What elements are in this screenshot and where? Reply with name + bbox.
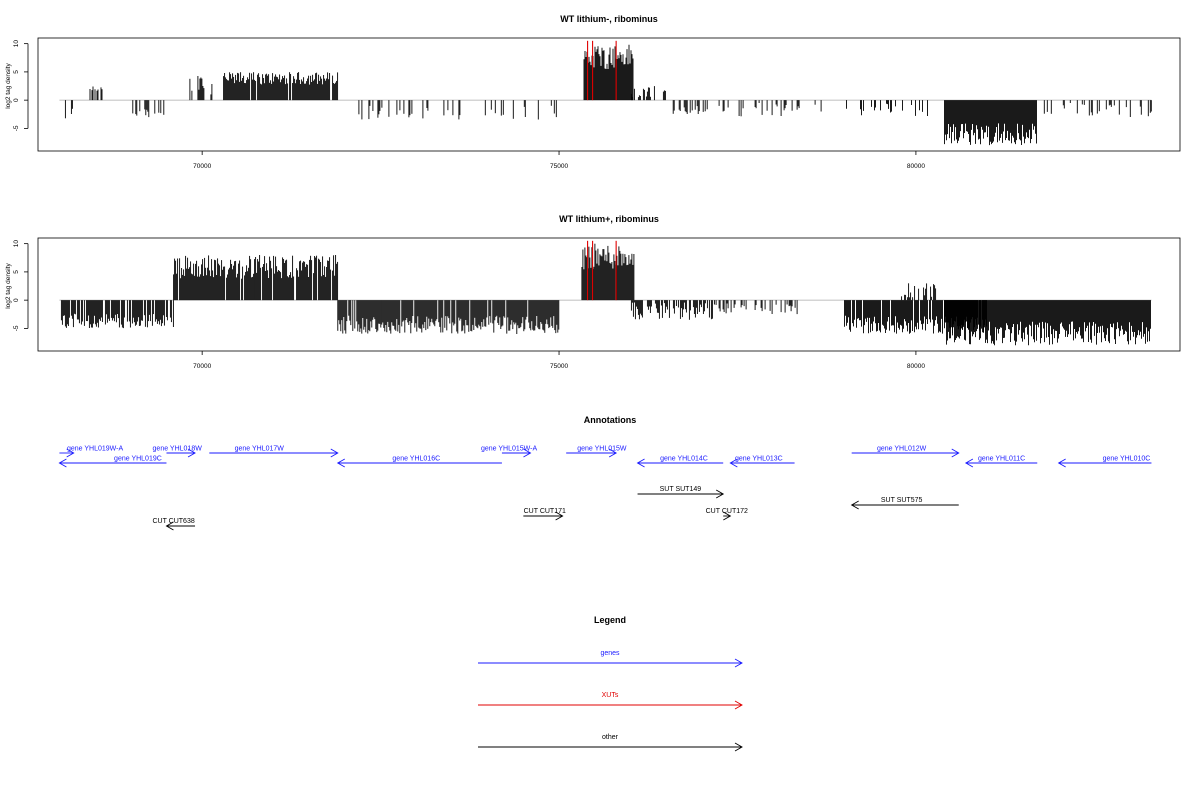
gene-arrow <box>59 448 75 458</box>
feature-arrow <box>723 511 732 521</box>
panel-2: WT lithium+, ribominus 10 5 0 -5 log2 tag den… <box>5 214 1181 370</box>
feature-arrow <box>850 500 959 510</box>
legend-label: genes <box>600 650 620 657</box>
feature-arrow <box>523 511 564 521</box>
arrow-head <box>729 458 738 468</box>
arrow-head <box>715 489 725 499</box>
gene-label: gene YHL015W <box>577 446 627 453</box>
legend-label: other <box>602 734 619 741</box>
x-tick-label: 75000 <box>550 363 568 370</box>
gene-arrow <box>566 448 618 458</box>
y-tick-label: 5 <box>13 70 20 74</box>
y-tick-label: -5 <box>13 125 20 131</box>
gene-arrow <box>636 458 724 468</box>
y-tick-label: 0 <box>13 298 20 302</box>
arrow-head <box>734 742 743 752</box>
panel-1: WT lithium-, ribominus 10 5 0 -5 log2 tag den… <box>5 14 1181 170</box>
plot-frame <box>37 237 1181 352</box>
x-tick-label: 70000 <box>193 363 211 370</box>
gene-arrow <box>501 448 532 458</box>
feature-label: CUT CUT172 <box>706 508 748 515</box>
feature-arrow <box>637 489 725 499</box>
gene-label: gene YHL014C <box>660 456 708 463</box>
legend-arrow <box>478 700 743 710</box>
y-axis-label: log2 tag density <box>5 263 12 309</box>
feature-arrow <box>165 521 196 531</box>
legend-arrow <box>478 658 743 668</box>
gene-arrow <box>851 448 960 458</box>
gene-label: gene YHL019W-A <box>67 446 123 453</box>
arrow-head <box>850 500 859 510</box>
gene-label: gene YHL015W-A <box>481 446 537 453</box>
gene-arrow <box>58 458 167 468</box>
gene-label: gene YHL016C <box>392 456 440 463</box>
gene-label: gene YHL012W <box>877 446 927 453</box>
gene-arrow <box>964 458 1038 468</box>
gene-arrow <box>729 458 795 468</box>
arrow-head <box>734 658 743 668</box>
arrow-head <box>66 448 75 458</box>
arrow-head <box>58 458 67 468</box>
gene-label: gene YHL011C <box>978 456 1025 463</box>
y-tick-label: -5 <box>13 325 20 331</box>
x-tick-label: 80000 <box>907 163 925 170</box>
gene-arrow <box>336 458 502 468</box>
gene-label: gene YHL010C <box>1103 456 1151 463</box>
y-tick-label: 0 <box>13 98 20 102</box>
arrow-head <box>555 511 564 521</box>
legend-title: Legend <box>594 615 626 625</box>
legend-label: XUTs <box>602 692 619 699</box>
arrow-head <box>165 521 174 531</box>
arrow-head <box>187 448 196 458</box>
gene-arrow <box>209 448 339 458</box>
panel-title: WT lithium-, ribominus <box>560 14 658 24</box>
arrow-head <box>951 448 960 458</box>
legend-arrow <box>478 742 743 752</box>
arrow-head <box>964 458 974 468</box>
arrow-head <box>330 448 339 458</box>
x-tick-label: 70000 <box>193 163 211 170</box>
gene-arrow <box>1057 458 1152 468</box>
x-tick-label: 80000 <box>907 363 925 370</box>
feature-label: SUT SUT149 <box>660 486 702 493</box>
density-bars <box>60 243 1151 346</box>
density-bars <box>64 44 1152 146</box>
plot-frame <box>37 37 1181 152</box>
feature-label: CUT CUT171 <box>524 508 566 515</box>
legend: Legend genes XUTs other <box>478 615 743 752</box>
arrow-head <box>523 448 532 458</box>
gene-arrow <box>166 448 196 458</box>
y-tick-label: 10 <box>13 40 20 48</box>
gene-label: gene YHL019C <box>114 456 162 463</box>
arrow-head <box>636 458 645 468</box>
gene-label: gene YHL013C <box>735 456 783 463</box>
annotations-track: Annotations gene YHL019W-A gene YHL019C gen… <box>58 415 1152 531</box>
arrow-head <box>723 511 732 521</box>
feature-label: CUT CUT638 <box>152 518 194 525</box>
annotations-title: Annotations <box>584 415 637 425</box>
arrow-head <box>608 448 618 458</box>
y-axis-label: log2 tag density <box>5 63 12 109</box>
panel-title: WT lithium+, ribominus <box>559 214 659 224</box>
gene-label: gene YHL018W <box>153 446 203 453</box>
arrow-head <box>336 458 345 468</box>
arrow-head <box>1057 458 1066 468</box>
gene-label: gene YHL017W <box>235 446 285 453</box>
x-tick-label: 75000 <box>550 163 568 170</box>
arrow-head <box>734 700 743 710</box>
y-tick-label: 5 <box>13 270 20 274</box>
y-tick-label: 10 <box>13 240 20 248</box>
feature-label: SUT SUT575 <box>881 497 923 504</box>
